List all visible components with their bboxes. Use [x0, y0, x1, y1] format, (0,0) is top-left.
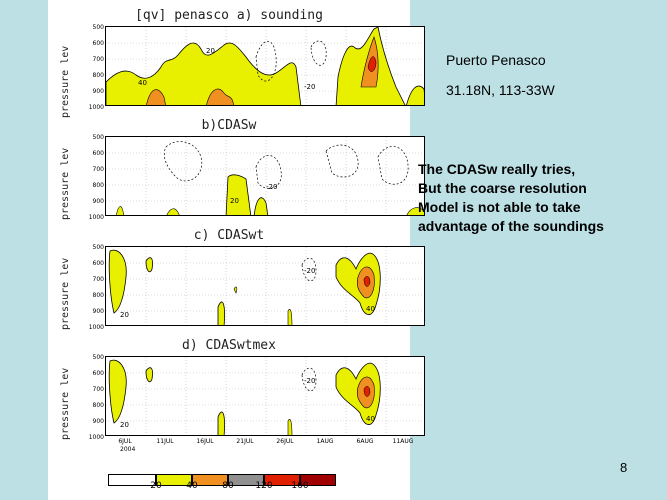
colorbar-label: 120 — [255, 481, 273, 491]
note-line: The CDASw really tries, — [418, 161, 576, 177]
panel-a-title: [qv] penasco a) sounding — [135, 8, 323, 23]
panel-d-ytick: 1000 — [88, 434, 104, 441]
colorbar-label: 40 — [186, 481, 198, 491]
panel-c-ytick: 1000 — [88, 324, 104, 331]
colorbar-label: 80 — [222, 481, 234, 491]
panel-d-plot: -20 20 40 — [105, 356, 425, 436]
year-label: 2004 — [120, 446, 136, 453]
panel-c-ytick: 900 — [92, 308, 104, 315]
xtick: 16JUL — [196, 438, 214, 445]
panel-a-plot: 20 40 -20 — [105, 26, 425, 106]
xtick: 26JUL — [276, 438, 294, 445]
colorbar-white — [108, 474, 156, 486]
page-number: 8 — [620, 460, 628, 475]
colorbar-yellow — [156, 474, 192, 486]
panel-d-ytick: 500 — [92, 354, 104, 361]
xtick: 6JUL — [118, 438, 132, 445]
contour-label: -20 — [304, 267, 315, 275]
panel-b-plot: -20 20 — [105, 136, 425, 216]
figure: [qv] penasco a) sounding pressure lev 50… — [48, 0, 425, 500]
panel-b-title: b)CDASw — [201, 118, 257, 133]
panel-d-ylabel: pressure lev — [60, 367, 71, 440]
panel-c-plot: -20 20 40 — [105, 246, 425, 326]
panel-b-ylabel: pressure lev — [60, 147, 71, 220]
panel-d-title: d) CDASwtmex — [182, 338, 276, 353]
panel-c-ytick: 500 — [92, 244, 104, 251]
panel-a-ytick: 500 — [92, 24, 104, 31]
colorbar-orange — [192, 474, 228, 486]
contour-label: 40 — [366, 415, 375, 423]
coords-label: 31.18N, 113-33W — [446, 82, 555, 98]
panel-c-ytick: 700 — [92, 276, 104, 283]
panel-c-ytick: 800 — [92, 292, 104, 299]
contour-label: 20 — [230, 197, 239, 205]
contour-label: -20 — [304, 83, 315, 91]
panel-d-ytick: 800 — [92, 402, 104, 409]
panel-b-ytick: 900 — [92, 198, 104, 205]
contour-label: 40 — [366, 305, 375, 313]
contour-label: 20 — [120, 311, 129, 319]
panel-c-ytick: 600 — [92, 260, 104, 267]
panel-a-ylabel: pressure lev — [60, 45, 71, 118]
colorbar-gray — [228, 474, 264, 486]
panel-c-ylabel: pressure lev — [60, 257, 71, 330]
contour-label: -20 — [304, 377, 315, 385]
panel-a-ytick: 600 — [92, 40, 104, 47]
colorbar-label: 20 — [150, 481, 162, 491]
xtick: 21JUL — [236, 438, 254, 445]
colorbar-darkred — [300, 474, 336, 486]
note-line: Model is not able to take — [418, 199, 581, 215]
colorbar-label: 160 — [291, 481, 309, 491]
contour-label: 20 — [120, 421, 129, 429]
panel-b-ytick: 800 — [92, 182, 104, 189]
panel-a-ytick: 1000 — [88, 104, 104, 111]
panel-b-ytick: 700 — [92, 166, 104, 173]
panel-d-ytick: 900 — [92, 418, 104, 425]
note-line: But the coarse resolution — [418, 180, 587, 196]
xtick: 11JUL — [156, 438, 174, 445]
panel-b-ytick: 1000 — [88, 214, 104, 221]
xtick: 1AUG — [316, 438, 334, 445]
contour-label: -20 — [266, 183, 277, 191]
panel-a-ytick: 800 — [92, 72, 104, 79]
contour-label: 40 — [138, 79, 147, 87]
note-line: advantage of the soundings — [418, 218, 604, 234]
colorbar-red — [264, 474, 300, 486]
panel-d-ytick: 600 — [92, 370, 104, 377]
xtick: 6AUG — [356, 438, 374, 445]
panel-a-ytick: 900 — [92, 88, 104, 95]
panel-d-ytick: 700 — [92, 386, 104, 393]
location-label: Puerto Penasco — [446, 52, 546, 68]
contour-label: 20 — [206, 47, 215, 55]
panel-c-title: c) CDASwt — [193, 228, 265, 243]
xtick: 11AUG — [392, 438, 414, 445]
panel-b-ytick: 600 — [92, 150, 104, 157]
panel-b-ytick: 500 — [92, 134, 104, 141]
panel-a-ytick: 700 — [92, 56, 104, 63]
